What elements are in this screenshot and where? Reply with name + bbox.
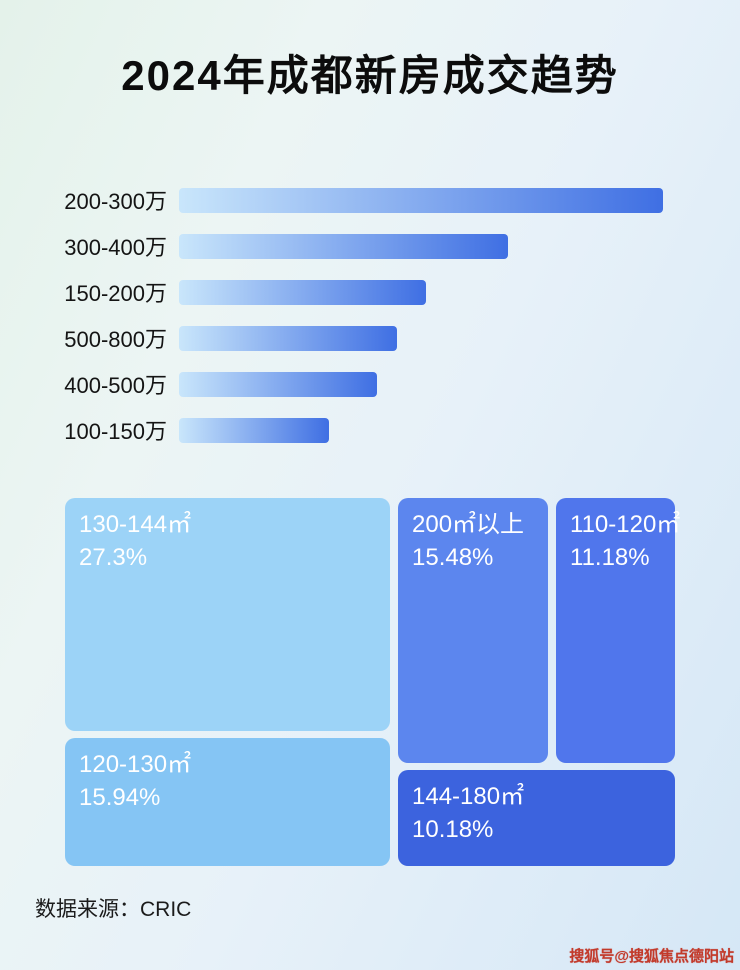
page-title: 2024年成都新房成交趋势 bbox=[121, 52, 619, 99]
bar-category-label: 300-400万 bbox=[64, 235, 167, 260]
treemap-cell-value: 10.18% bbox=[412, 816, 494, 843]
bar-row: 300-400万 bbox=[55, 223, 695, 269]
bar-track bbox=[179, 417, 663, 443]
treemap-cell-value: 15.48% bbox=[412, 544, 494, 571]
bar-track bbox=[179, 233, 663, 259]
bar-track bbox=[179, 279, 663, 305]
treemap-cell-label: 130-144㎡ bbox=[79, 511, 192, 538]
bar-category-label: 200-300万 bbox=[64, 189, 167, 214]
treemap-cell-200-plus: 200㎡以上 15.48% bbox=[398, 498, 548, 763]
bar-category-label: 500-800万 bbox=[64, 327, 167, 352]
bar bbox=[179, 371, 378, 397]
treemap-cell-130-144: 130-144㎡ 27.3% bbox=[65, 498, 390, 731]
bar-category-label: 400-500万 bbox=[64, 373, 167, 398]
bar-track bbox=[179, 187, 663, 213]
treemap-cell-120-130: 120-130㎡ 15.94% bbox=[65, 738, 390, 866]
bar-category-label: 100-150万 bbox=[64, 419, 167, 444]
area-treemap: 130-144㎡ 27.3% 200㎡以上 15.48% 110-120㎡ 11… bbox=[65, 498, 681, 866]
treemap-cell-value: 11.18% bbox=[570, 544, 650, 571]
treemap-cell-label: 144-180㎡ bbox=[412, 783, 525, 810]
bar-row: 500-800万 bbox=[55, 315, 695, 361]
bar-track bbox=[179, 371, 663, 397]
bar bbox=[179, 187, 663, 213]
treemap-cell-value: 15.94% bbox=[79, 784, 161, 811]
treemap-cell-label: 200㎡以上 bbox=[412, 511, 525, 538]
data-source: 数据来源：CRIC bbox=[35, 898, 192, 921]
bar bbox=[179, 417, 330, 443]
bar-track bbox=[179, 325, 663, 351]
treemap-cell-label: 110-120㎡ bbox=[570, 511, 681, 538]
bar-row: 200-300万 bbox=[55, 177, 695, 223]
bar bbox=[179, 279, 426, 305]
price-bar-chart: 200-300万 300-400万 150-200万 500-800万 400-500万… bbox=[55, 177, 695, 453]
bar-row: 150-200万 bbox=[55, 269, 695, 315]
bar-row: 400-500万 bbox=[55, 361, 695, 407]
treemap-cell-value: 27.3% bbox=[79, 544, 148, 571]
treemap-cell-144-180: 144-180㎡ 10.18% bbox=[398, 770, 675, 866]
bar bbox=[179, 233, 509, 259]
bar-category-label: 150-200万 bbox=[64, 281, 167, 306]
bar-row: 100-150万 bbox=[55, 407, 695, 453]
treemap-cell-110-120: 110-120㎡ 11.18% bbox=[556, 498, 681, 763]
bar bbox=[179, 325, 397, 351]
watermark: 搜狐号@搜狐焦点德阳站 bbox=[569, 948, 734, 965]
treemap-cell-label: 120-130㎡ bbox=[79, 751, 192, 778]
